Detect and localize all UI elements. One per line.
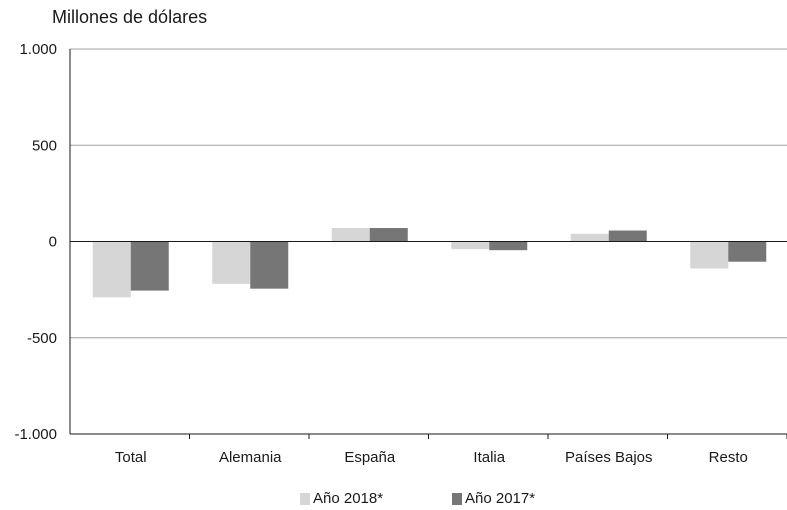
bar-2018 xyxy=(690,241,729,269)
x-tick-label: Países Bajos xyxy=(565,449,653,466)
bar-2018 xyxy=(212,241,251,284)
y-axis-title: Millones de dólares xyxy=(52,7,208,27)
y-tick-label: 1.000 xyxy=(19,41,57,58)
bar-2017 xyxy=(250,241,289,289)
y-tick-label: 0 xyxy=(49,234,57,251)
bar-2018 xyxy=(451,241,490,250)
x-tick-label: Italia xyxy=(473,449,505,466)
bar-2018 xyxy=(92,241,131,298)
y-tick-label: 500 xyxy=(32,137,57,154)
bar-2018 xyxy=(331,228,370,242)
bar-2017 xyxy=(130,241,169,291)
bar-2018 xyxy=(570,233,609,242)
legend-item-2017: Año 2017* xyxy=(452,490,535,507)
bar-2017 xyxy=(728,241,767,262)
legend-item-2018: Año 2018* xyxy=(300,490,383,507)
x-tick-label: España xyxy=(344,449,396,466)
bar-2017 xyxy=(369,228,408,242)
legend: Año 2018* Año 2017* xyxy=(0,490,787,510)
x-tick-label: Alemania xyxy=(219,449,282,466)
x-tick-label: Total xyxy=(115,449,147,466)
legend-label-2018: Año 2018* xyxy=(313,490,384,507)
legend-swatch-2017 xyxy=(452,492,462,505)
chart-plot: 1.000 500 0 -500 -1.000 Total Alemania España It… xyxy=(14,41,787,466)
y-tick-label: -1.000 xyxy=(14,426,57,443)
x-tick-label: Resto xyxy=(709,449,748,466)
legend-swatch-2018 xyxy=(300,492,310,505)
y-tick-label: -500 xyxy=(27,330,57,347)
bar-2017 xyxy=(608,230,647,242)
bar-2017 xyxy=(489,241,528,251)
legend-label-2017: Año 2017* xyxy=(465,490,536,507)
